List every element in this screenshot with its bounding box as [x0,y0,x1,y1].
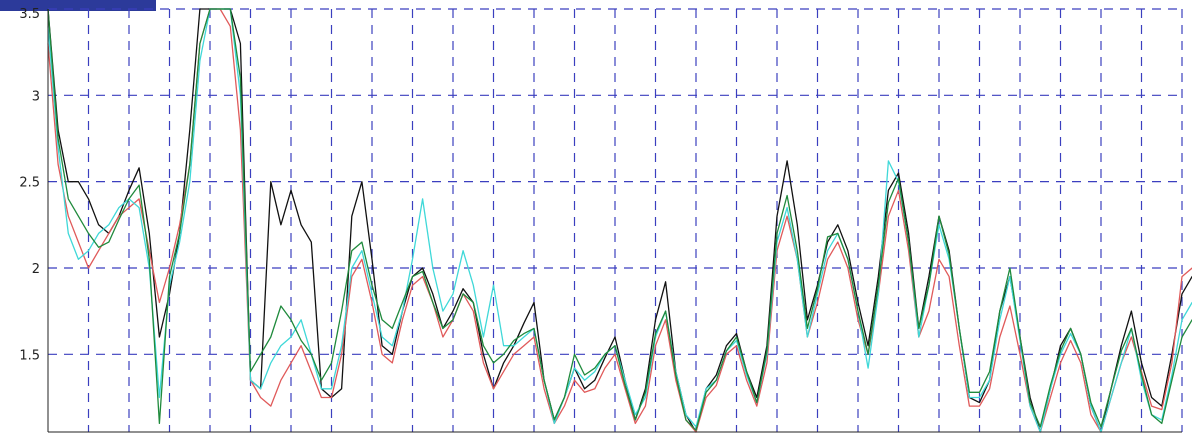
grid-layer [48,8,1183,432]
y-tick-label: 1.5 [19,348,40,363]
series-line-3 [47,8,1192,433]
y-tick-label: 3 [32,89,40,104]
tick-layer: 3.5 3 2.5 2 1.5 [19,7,40,363]
corner-badge [0,0,156,11]
axis-layer [47,9,1182,433]
y-tick-label: 2 [32,262,40,277]
y-tick-label: 3.5 [19,7,40,22]
series-line-4 [47,8,1192,431]
y-tick-label: 2.5 [19,176,40,191]
